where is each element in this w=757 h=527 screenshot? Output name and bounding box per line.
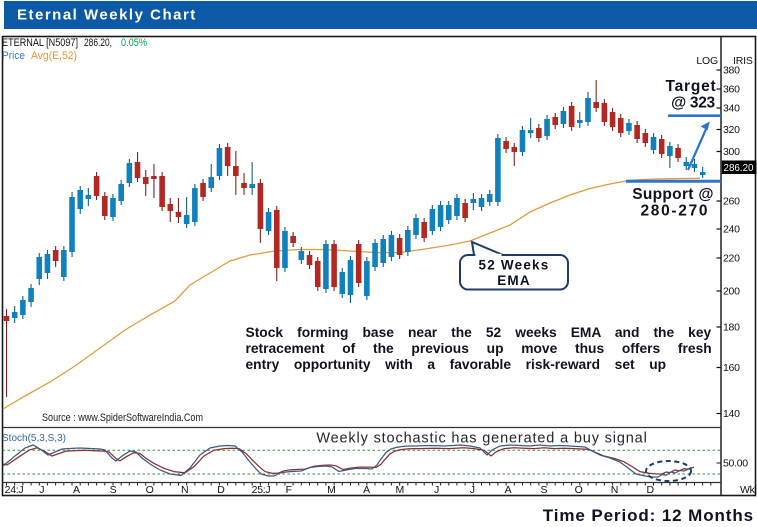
svg-text:0.05%: 0.05% — [121, 37, 147, 49]
svg-text:N: N — [181, 484, 188, 496]
svg-text:260: 260 — [723, 196, 740, 208]
svg-text:340: 340 — [723, 103, 740, 115]
svg-text:320: 320 — [723, 124, 740, 136]
svg-text:280-270: 280-270 — [641, 203, 708, 220]
svg-text:Wkl: Wkl — [740, 484, 757, 496]
svg-text:220: 220 — [723, 253, 740, 265]
svg-text:Time Period: 12 Months: Time Period: 12 Months — [543, 506, 754, 525]
svg-text:A: A — [73, 484, 80, 496]
svg-text:S: S — [540, 484, 547, 496]
svg-text:D: D — [647, 484, 655, 496]
svg-text:Target: Target — [665, 78, 716, 95]
svg-text:Avg(E,52): Avg(E,52) — [31, 50, 77, 62]
svg-text:24:J: 24:J — [5, 484, 24, 496]
svg-text:Eternal Weekly Chart: Eternal Weekly Chart — [17, 7, 197, 24]
svg-text:286.20: 286.20 — [724, 162, 754, 174]
svg-text:160: 160 — [723, 362, 740, 374]
svg-text:180: 180 — [723, 322, 740, 334]
svg-text:Stoch(5,3,S,3): Stoch(5,3,S,3) — [2, 432, 66, 444]
svg-text:J: J — [434, 484, 439, 496]
svg-text:Support @: Support @ — [632, 186, 714, 203]
svg-text:380: 380 — [723, 65, 740, 77]
svg-text:J: J — [39, 484, 44, 496]
svg-text:A: A — [363, 484, 370, 496]
svg-text:140: 140 — [723, 408, 740, 420]
svg-text:300: 300 — [723, 146, 740, 158]
svg-text:Source : www.SpiderSoftwareInd: Source : www.SpiderSoftwareIndia.Com — [42, 412, 203, 424]
svg-text:Stock forming base near the 52: Stock forming base near the 52 weeks EMA… — [246, 325, 712, 340]
svg-text:LOG: LOG — [696, 55, 718, 67]
svg-text:A: A — [505, 484, 512, 496]
svg-text:50.00: 50.00 — [723, 458, 748, 470]
svg-text:EMA: EMA — [497, 273, 531, 288]
svg-text:M: M — [395, 484, 403, 496]
svg-text:Price: Price — [2, 50, 25, 62]
svg-text:O: O — [575, 484, 583, 496]
svg-text:J: J — [470, 484, 475, 496]
svg-text:25:J: 25:J — [252, 484, 271, 496]
svg-text:IRIS: IRIS — [733, 55, 753, 67]
svg-text:200: 200 — [723, 286, 740, 298]
svg-text:52 Weeks: 52 Weeks — [479, 258, 550, 273]
svg-text:retracement of the previous up: retracement of the previous up move thus… — [246, 341, 712, 356]
svg-text:@ 323: @ 323 — [671, 95, 715, 112]
svg-text:O: O — [146, 484, 154, 496]
svg-text:360: 360 — [723, 84, 740, 96]
svg-text:S: S — [110, 484, 117, 496]
svg-text:entry opportunity with a favor: entry opportunity with a favorable risk-… — [246, 357, 667, 372]
svg-text:M: M — [327, 484, 335, 496]
svg-text:286.20,: 286.20, — [84, 37, 112, 49]
svg-text:240: 240 — [723, 224, 740, 236]
svg-text:ETERNAL [N5097]: ETERNAL [N5097] — [2, 37, 78, 49]
svg-text:Weekly stochastic has generate: Weekly stochastic has generated a buy si… — [316, 431, 647, 447]
svg-text:D: D — [217, 484, 225, 496]
svg-text:N: N — [611, 484, 618, 496]
svg-text:F: F — [286, 484, 292, 496]
